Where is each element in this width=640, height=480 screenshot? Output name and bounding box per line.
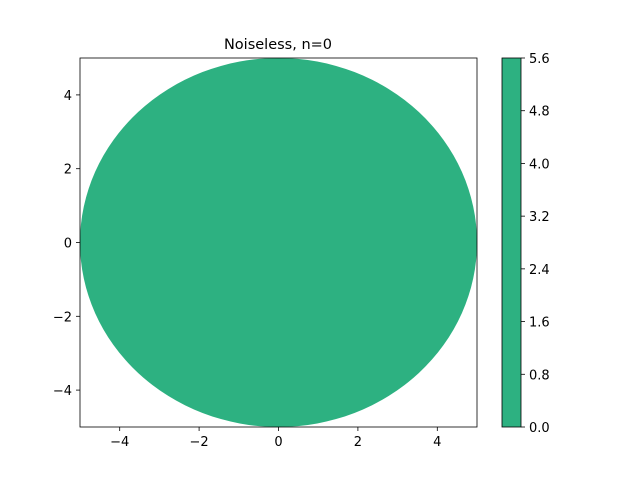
colorbar-fill: [502, 58, 521, 427]
colorbar-frame: [501, 57, 522, 428]
colorbar-tick-label: 3.2: [529, 210, 550, 225]
chart-title: Noiseless, n=0: [224, 37, 332, 53]
colorbar-tick-label: 2.4: [529, 263, 550, 278]
y-tick-label: 0: [64, 237, 72, 252]
x-tick-label: −2: [190, 435, 209, 450]
colorbar-tick-label: 0.8: [529, 368, 550, 383]
x-tick-label: −4: [110, 435, 129, 450]
colorbar-tick-label: 4.0: [529, 157, 550, 172]
y-tick-label: 4: [64, 89, 72, 104]
y-tick-label: −2: [53, 310, 72, 325]
colorbar-tick-label: 0.0: [529, 421, 550, 436]
x-tick-label: 2: [354, 435, 362, 450]
x-tick-label: 4: [433, 435, 441, 450]
colorbar-tick-label: 1.6: [529, 316, 550, 331]
y-tick-label: −4: [53, 384, 72, 399]
colorbar-tick-label: 5.6: [529, 52, 550, 67]
x-tick-label: 0: [274, 435, 282, 450]
y-tick-label: 2: [64, 163, 72, 178]
colorbar-tick-label: 4.8: [529, 105, 550, 120]
filled-disk-region: [80, 58, 477, 427]
